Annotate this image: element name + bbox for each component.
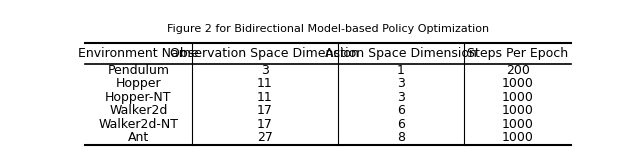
Text: 1000: 1000 xyxy=(502,91,534,104)
Text: 27: 27 xyxy=(257,131,273,144)
Text: Steps Per Epoch: Steps Per Epoch xyxy=(467,47,568,60)
Text: Walker2d: Walker2d xyxy=(109,104,168,117)
Text: Walker2d-NT: Walker2d-NT xyxy=(99,118,179,131)
Text: 1000: 1000 xyxy=(502,131,534,144)
Text: 1: 1 xyxy=(397,64,405,77)
Text: 3: 3 xyxy=(397,77,405,90)
Text: Pendulum: Pendulum xyxy=(108,64,170,77)
Text: 1000: 1000 xyxy=(502,118,534,131)
Text: Hopper-NT: Hopper-NT xyxy=(105,91,172,104)
Text: Ant: Ant xyxy=(128,131,149,144)
Text: 8: 8 xyxy=(397,131,405,144)
Text: 1000: 1000 xyxy=(502,77,534,90)
Text: 17: 17 xyxy=(257,104,273,117)
Text: Environment Name: Environment Name xyxy=(78,47,199,60)
Text: 1000: 1000 xyxy=(502,104,534,117)
Text: 11: 11 xyxy=(257,91,273,104)
Text: Hopper: Hopper xyxy=(116,77,161,90)
Text: Action Space Dimension: Action Space Dimension xyxy=(325,47,477,60)
Text: 6: 6 xyxy=(397,118,405,131)
Text: 17: 17 xyxy=(257,118,273,131)
Text: Figure 2 for Bidirectional Model-based Policy Optimization: Figure 2 for Bidirectional Model-based P… xyxy=(167,24,489,34)
Text: Observation Space Dimension: Observation Space Dimension xyxy=(170,47,359,60)
Text: 6: 6 xyxy=(397,104,405,117)
Text: 200: 200 xyxy=(506,64,529,77)
Text: 3: 3 xyxy=(397,91,405,104)
Text: 3: 3 xyxy=(261,64,269,77)
Text: 11: 11 xyxy=(257,77,273,90)
